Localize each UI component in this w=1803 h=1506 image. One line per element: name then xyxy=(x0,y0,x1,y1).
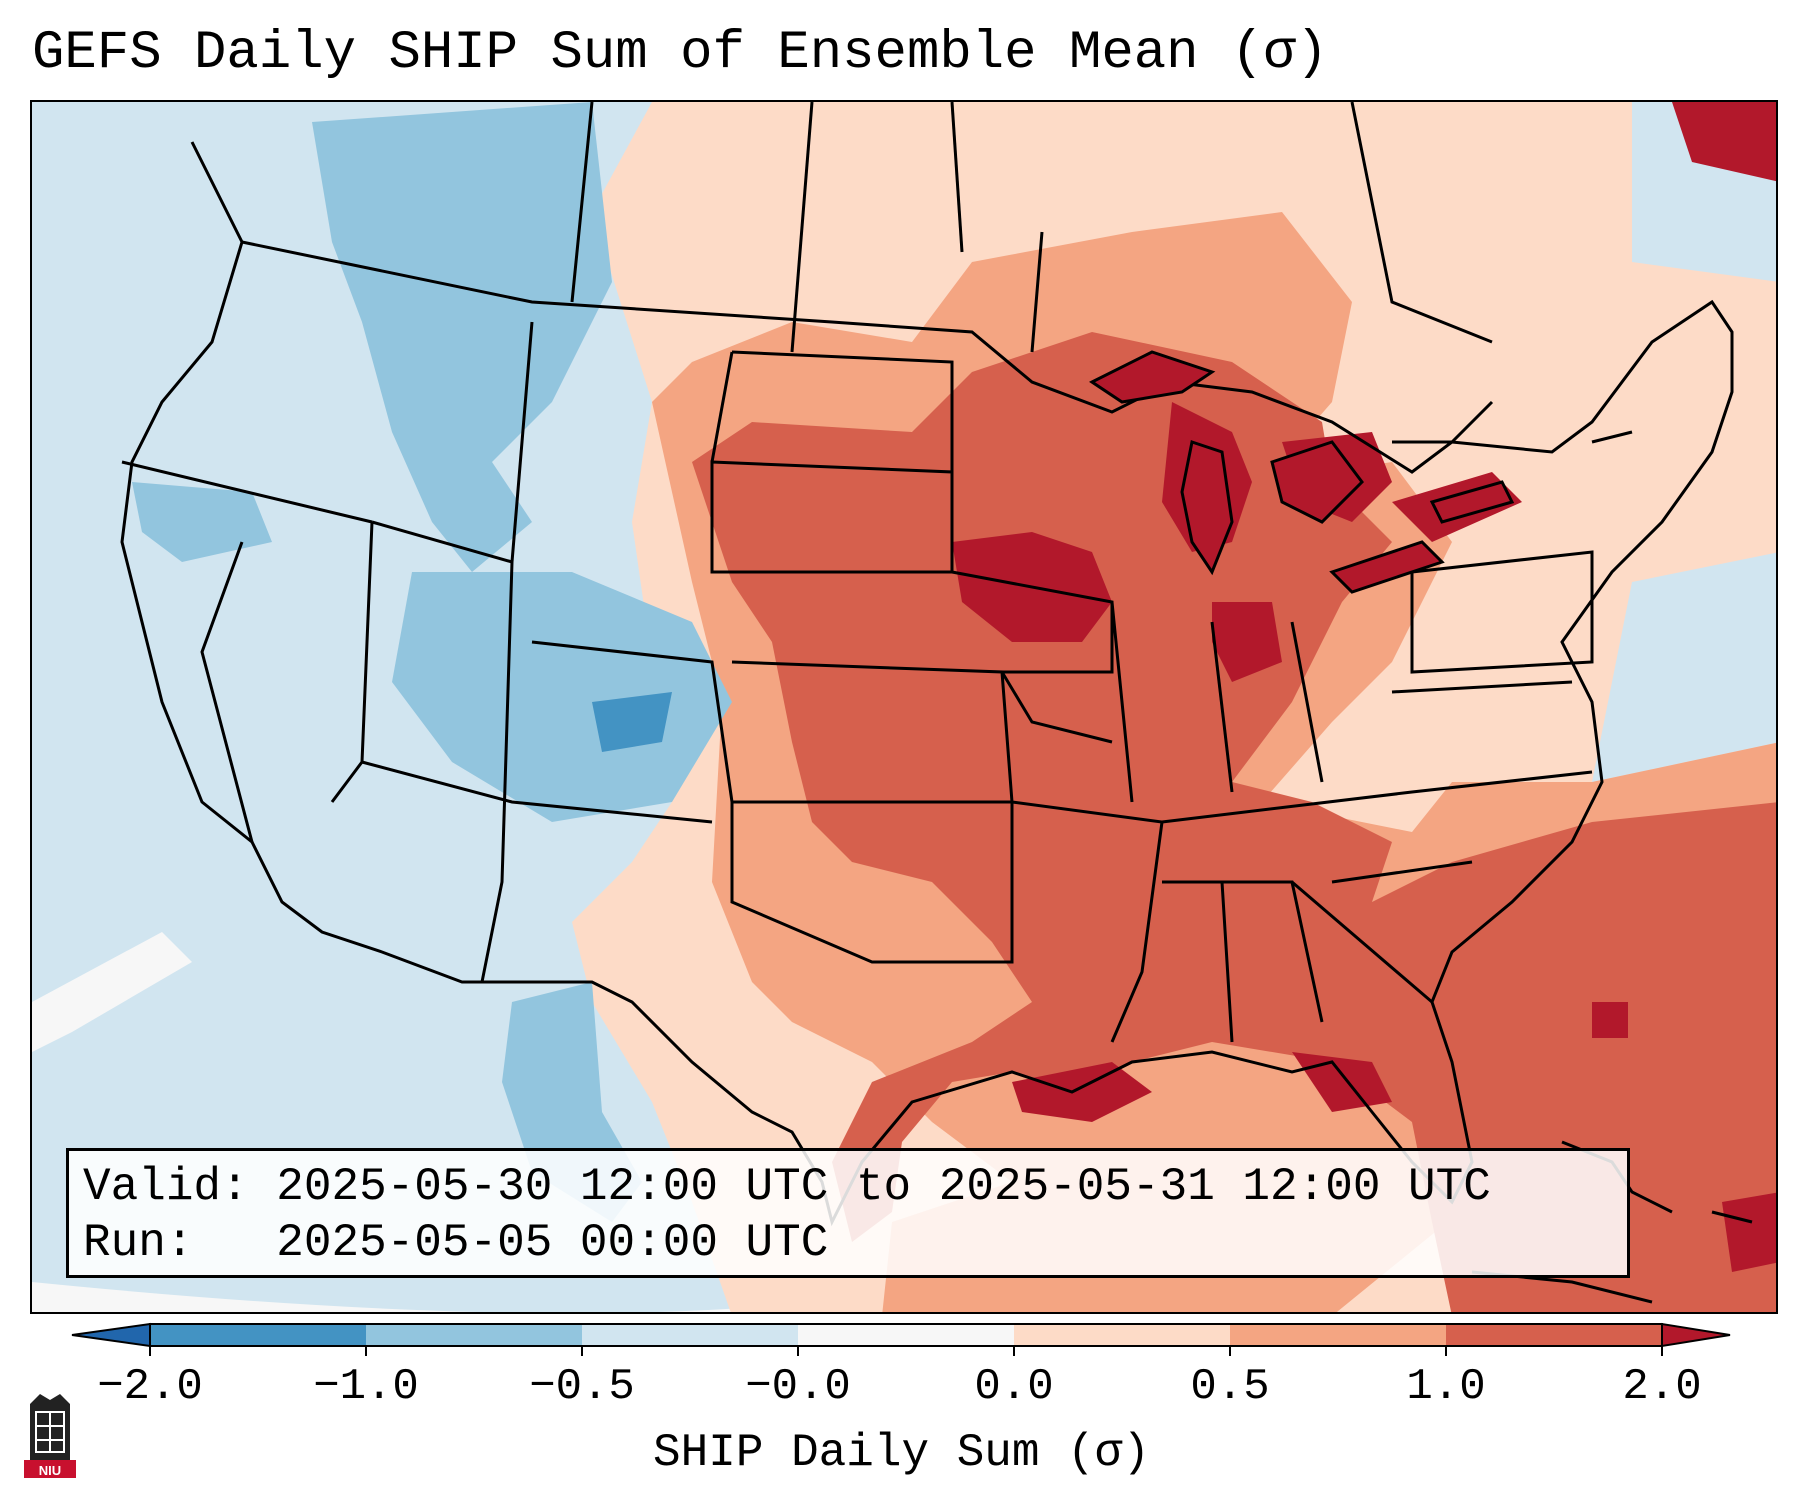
colorado-strong-negative xyxy=(592,692,672,752)
pacific-neutral-region xyxy=(32,932,192,1052)
atlantic-south-max xyxy=(1722,1192,1776,1272)
colorbar-segment xyxy=(1014,1324,1230,1346)
northern-rockies-negative xyxy=(312,102,612,572)
colorbar-tick-label: 2.0 xyxy=(1622,1362,1702,1412)
state-borders xyxy=(120,102,1734,1227)
colorado-utah-negative xyxy=(392,572,732,822)
colorbar-segment xyxy=(1230,1324,1446,1346)
colorbar-tick-label: 0.0 xyxy=(974,1362,1054,1412)
indiana-max xyxy=(1212,602,1282,682)
valid-label: Valid: xyxy=(83,1161,249,1213)
run-label: Run: xyxy=(83,1217,194,1269)
run-row: Run: 2025-05-05 00:00 UTC xyxy=(83,1215,1613,1271)
colorbar-segment xyxy=(366,1324,582,1346)
colorbar-tick-label: −0.0 xyxy=(745,1362,851,1412)
canada-northeast-max xyxy=(1672,102,1776,182)
oregon-negative xyxy=(132,482,272,562)
colorbar xyxy=(71,1322,1731,1356)
colorbar-tick-label: −0.5 xyxy=(529,1362,635,1412)
valid-value: 2025-05-30 12:00 UTC to 2025-05-31 12:00… xyxy=(276,1161,1491,1213)
map-title: GEFS Daily SHIP Sum of Ensemble Mean (σ) xyxy=(32,23,1329,84)
gulf-coast-max xyxy=(1012,1062,1152,1122)
map-panel xyxy=(30,100,1778,1314)
colorbar-label: SHIP Daily Sum (σ) xyxy=(653,1427,1150,1479)
niu-tower-icon xyxy=(24,1394,76,1478)
colorbar-tick-label: −2.0 xyxy=(97,1362,203,1412)
colorbar-tick-label: 1.0 xyxy=(1406,1362,1486,1412)
validity-info-box: Valid: 2025-05-30 12:00 UTC to 2025-05-3… xyxy=(66,1148,1630,1278)
niu-logo-text: NIU xyxy=(38,1463,62,1478)
niu-logo: NIU xyxy=(20,1388,80,1480)
valid-row: Valid: 2025-05-30 12:00 UTC to 2025-05-3… xyxy=(83,1159,1613,1215)
colorbar-segment xyxy=(582,1324,798,1346)
anomaly-map xyxy=(32,102,1776,1312)
colorbar-extend-low xyxy=(71,1322,151,1348)
colorbar-tick-label: 0.5 xyxy=(1190,1362,1270,1412)
colorbar-outline xyxy=(149,1323,1663,1347)
colorbar-extend-high xyxy=(1661,1322,1731,1348)
southern-border-neutral xyxy=(32,1282,812,1312)
great-lakes xyxy=(1089,350,1515,594)
run-value: 2025-05-05 00:00 UTC xyxy=(276,1217,829,1269)
colorbar-segment xyxy=(798,1324,1014,1346)
atlantic-cell-max xyxy=(1592,1002,1628,1038)
colorbar-segment xyxy=(1446,1324,1662,1346)
colorbar-segment xyxy=(150,1324,366,1346)
colorbar-tick-label: −1.0 xyxy=(313,1362,419,1412)
